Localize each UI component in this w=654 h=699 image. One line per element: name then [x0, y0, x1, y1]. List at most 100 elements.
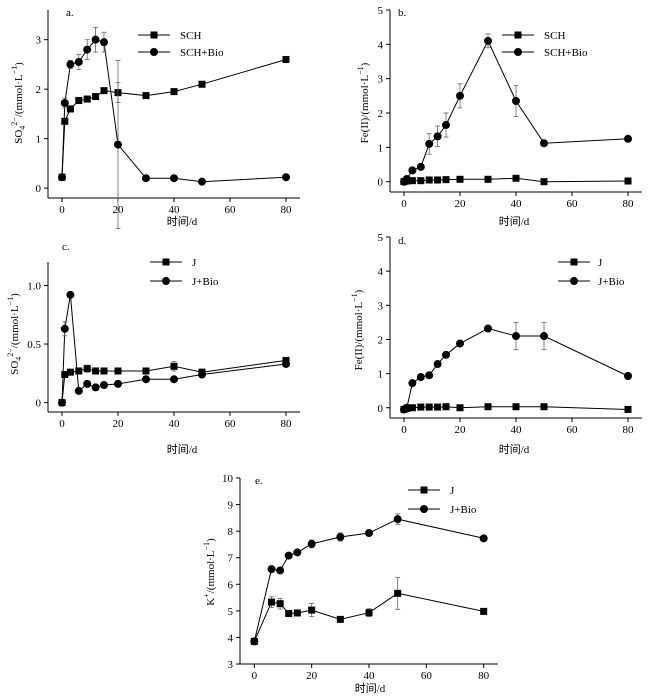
panel-c-series-2-point	[100, 381, 108, 390]
panel-a-series-1-point	[100, 87, 108, 95]
y-tick-label: 5	[228, 606, 234, 618]
panel-a-series-2-point	[282, 173, 290, 182]
legend-circle-marker	[150, 48, 158, 56]
y-tick-label: 5	[378, 5, 384, 17]
panel-b-legend-item-2: SCH+Bio	[544, 47, 588, 59]
panel-d-series-1-point	[442, 403, 450, 411]
panel-e-series-2-point	[293, 548, 302, 557]
panel-e-series-1-point	[308, 606, 316, 614]
y-tick-label: 3	[228, 659, 234, 671]
panel-a-ylabel: SO42−/(mmol·L−1)	[10, 62, 27, 144]
y-tick-label: 2	[36, 84, 42, 96]
panel-a-series-1-point	[282, 55, 290, 63]
y-tick-label: 0.5	[27, 339, 41, 351]
panel-b-series-1-point	[425, 176, 433, 184]
panel-b-series-1-point	[417, 177, 425, 185]
panel-a-series-1-point	[92, 93, 100, 101]
panel-b-series-2-point	[512, 97, 520, 105]
panel-a-series-2-point	[114, 140, 122, 149]
panel-b-label: b.	[398, 7, 407, 19]
y-tick-label: 0	[378, 177, 384, 189]
panel-e-series-1-point	[268, 598, 276, 606]
panel-d-series-1-point	[456, 404, 464, 412]
x-tick-label: 80	[623, 198, 635, 210]
panel-a-legend: SCH SCH+Bio	[138, 30, 224, 59]
panel-b-series-2-point	[416, 162, 425, 171]
panel-c-series-1-point	[100, 367, 108, 375]
panel-b-legend: SCH SCH+Bio	[502, 30, 588, 59]
legend-circle-marker	[570, 277, 578, 285]
panel-b-series-1-point	[540, 178, 548, 186]
panel-d-series-2-point	[442, 350, 450, 359]
panel-c-series-2-point	[198, 370, 206, 379]
x-tick-label: 40	[511, 198, 523, 210]
panel-d-series-2-point	[484, 324, 492, 333]
panel-d-series-1-point	[425, 403, 433, 411]
y-tick-label: 10	[222, 473, 234, 485]
panel-a-series-1-point	[83, 95, 91, 103]
y-tick-label: 1.0	[27, 280, 41, 292]
panel-c-series-2-point	[142, 375, 150, 384]
panel-e-legend-item-2: J+Bio	[450, 504, 477, 516]
panel-e-label: e.	[255, 475, 263, 487]
x-tick-label: 60	[567, 424, 579, 436]
panel-d-axes: 0 20 40 60 80 0 1 2 3 4 5	[378, 232, 642, 436]
panel-d-series-2-point	[456, 339, 464, 348]
panel-c-series-2-point	[282, 359, 290, 368]
panel-c-series-2-point	[60, 324, 69, 333]
legend-circle-marker	[162, 277, 170, 285]
panel-e: 0 20 40 60 80 3 4 5 6 7 8 9 10 e. 时间/d K+/(mmol·L−1)…	[202, 473, 498, 695]
panel-a-series-1-line	[61, 59, 287, 178]
x-tick-label: 60	[225, 204, 237, 216]
panel-e-series-1-line	[253, 592, 484, 642]
panel-a-series-2-point	[74, 57, 83, 66]
panel-c-series-2-point	[66, 290, 75, 299]
panel-c-series-1-point	[114, 367, 122, 375]
panel-e-ylabel: K+/(mmol·L−1)	[202, 538, 217, 606]
panel-e-axes: 0 20 40 60 80 3 4 5 6 7 8 9 10	[222, 473, 498, 682]
panel-e-series-2-point	[276, 566, 285, 575]
x-tick-label: 20	[455, 424, 467, 436]
panel-a-series-2-point	[91, 35, 100, 44]
panel-e-legend-item-1: J	[450, 485, 455, 497]
legend-circle-marker	[514, 48, 522, 56]
x-tick-label: 40	[169, 204, 181, 216]
panel-a-series-2-point	[58, 173, 66, 182]
panel-c-series-2-point	[91, 383, 100, 392]
panel-e-xlabel: 时间/d	[355, 682, 386, 695]
panel-a-legend-item-1: SCH	[180, 30, 201, 42]
x-tick-label: 80	[478, 670, 490, 682]
panel-b-series-1-point	[624, 177, 632, 185]
legend-square-marker	[162, 258, 170, 266]
panel-b-series-2-point	[402, 174, 411, 183]
panel-d-series-2-point	[540, 332, 548, 341]
x-tick-label: 0	[59, 418, 65, 430]
panel-a-series-1-point	[66, 105, 74, 113]
panel-b-legend-item-1: SCH	[544, 30, 565, 42]
panel-e-series-2-point	[250, 637, 259, 646]
panel-d: 0 20 40 60 80 0 1 2 3 4 5 d. 时间/d Fe(II)/(mmol·L−1…	[350, 232, 642, 456]
y-tick-label: 6	[228, 579, 234, 591]
legend-circle-marker	[420, 505, 428, 513]
y-tick-label: 0	[378, 403, 384, 415]
panel-c-series-2-point	[170, 375, 178, 384]
panel-d-series-2-point	[402, 403, 411, 412]
panel-d-series-1-point	[512, 403, 520, 411]
panel-b: 0 20 40 60 80 0 1 2 3 4 5 b. 时间/d Fe(II)/(mmol·L−1…	[356, 5, 642, 228]
panel-c-xlabel: 时间/d	[167, 443, 198, 456]
x-tick-label: 40	[364, 670, 376, 682]
panel-e-series-1-point	[394, 589, 402, 597]
panel-c-legend: J J+Bio	[150, 257, 219, 288]
y-tick-label: 2	[378, 108, 384, 120]
panel-a-series-2-point	[100, 38, 108, 47]
panel-c-series-1-point	[83, 365, 91, 373]
panel-b-series-2-point	[484, 36, 492, 45]
panel-b-axes: 0 20 40 60 80 0 1 2 3 4 5	[378, 5, 642, 210]
x-tick-label: 40	[169, 418, 181, 430]
panel-c-series-2-point	[74, 386, 83, 395]
y-tick-label: 4	[378, 39, 384, 51]
panel-d-series-1-point	[417, 403, 425, 411]
panel-a-series-2-point	[66, 60, 75, 69]
panel-e-series-2-point	[284, 551, 293, 560]
legend-square-marker	[420, 486, 428, 494]
